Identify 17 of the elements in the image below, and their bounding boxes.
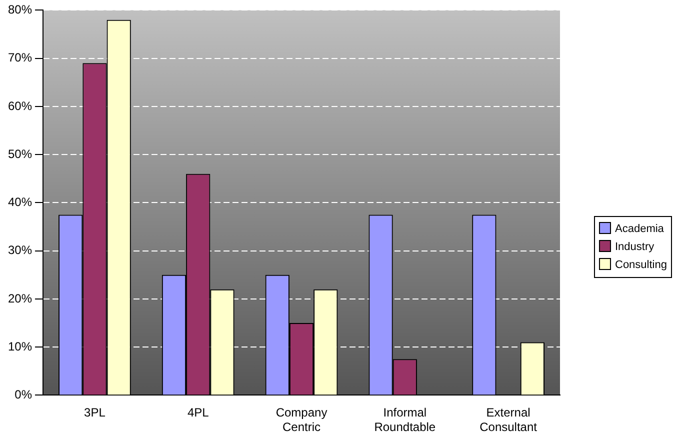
y-tick-label: 50% [8,146,32,161]
legend-label: Academia [615,223,664,235]
y-tick-label: 70% [8,50,32,65]
y-tick-label: 80% [8,2,32,17]
x-tick-label: External Consultant [480,406,538,434]
legend-label: Consulting [615,259,667,271]
y-tick-label: 20% [8,291,32,306]
x-tick-label: 3PL [84,406,106,420]
y-tick-label: 40% [8,195,32,210]
x-tick-label: Company Centric [276,406,328,434]
x-tick-label: 4PL [187,406,210,420]
y-tick-label: 0% [14,388,32,402]
y-tick-label: 30% [8,243,32,258]
legend-label: Industry [615,241,654,253]
y-tick-label: 60% [8,98,32,113]
x-tick-label: Informal Roundtable [374,406,436,434]
y-tick-label: 10% [8,339,32,354]
